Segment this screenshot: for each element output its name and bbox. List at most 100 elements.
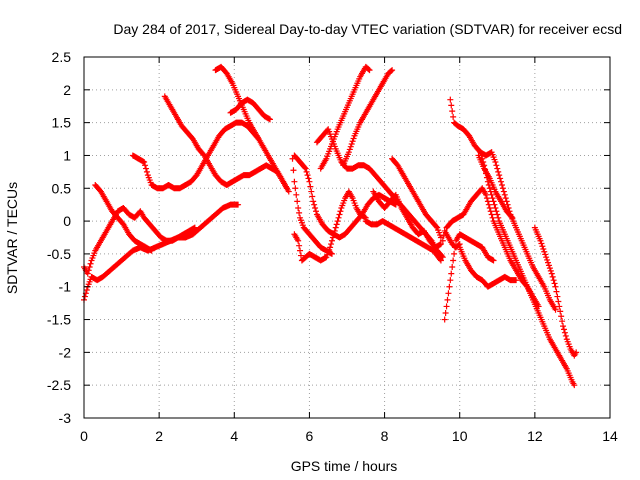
x-tick-label: 8 <box>381 428 389 444</box>
y-tick-label: 1.5 <box>52 115 72 131</box>
data-point <box>456 241 463 248</box>
data-point <box>346 146 353 153</box>
data-point <box>143 168 150 175</box>
data-point <box>508 213 515 220</box>
x-tick-label: 14 <box>602 428 618 444</box>
series-arc-8 <box>289 155 335 257</box>
series-arc-13 <box>340 67 396 169</box>
data-point <box>442 309 449 316</box>
series-arc-20 <box>477 149 578 389</box>
data-point <box>477 149 484 156</box>
data-point <box>495 168 502 175</box>
data-point <box>306 178 313 185</box>
y-tick-label: -2 <box>59 344 72 360</box>
data-point <box>443 303 450 310</box>
data-point <box>488 211 495 218</box>
data-point <box>494 211 501 218</box>
data-point <box>486 204 493 211</box>
data-point <box>191 224 198 231</box>
data-point <box>484 198 491 205</box>
data-point <box>494 165 501 172</box>
y-tick-label: 2 <box>63 82 71 98</box>
data-point <box>295 237 302 244</box>
data-point <box>350 135 357 142</box>
y-tick-label: -1 <box>59 279 72 295</box>
data-point <box>295 204 302 211</box>
data-point <box>304 172 311 179</box>
data-point <box>302 165 309 172</box>
series-arc-4 <box>129 119 262 192</box>
data-point <box>497 175 504 182</box>
data-point <box>483 195 490 202</box>
data-point <box>328 250 335 257</box>
data-point <box>444 296 451 303</box>
series-arc-15 <box>389 155 444 241</box>
data-point <box>560 326 567 333</box>
data-point <box>291 178 298 185</box>
data-point <box>85 267 92 274</box>
data-point <box>285 188 292 195</box>
data-point <box>537 237 544 244</box>
data-point <box>571 382 578 389</box>
data-point <box>81 293 88 300</box>
data-point <box>487 208 494 215</box>
y-tick-label: 0 <box>63 213 71 229</box>
y-tick-label: -0.5 <box>47 246 71 262</box>
data-point <box>142 165 149 172</box>
data-point <box>312 204 319 211</box>
series-arc-9 <box>291 188 369 264</box>
data-point <box>448 102 455 109</box>
data-point <box>547 267 554 274</box>
data-point <box>560 323 567 330</box>
data-point <box>294 198 301 205</box>
data-point <box>235 201 242 208</box>
data-point <box>502 195 509 202</box>
data-point <box>296 242 303 249</box>
series-arc-3 <box>92 181 155 254</box>
data-point <box>311 201 318 208</box>
data-point <box>489 195 496 202</box>
data-point <box>491 201 498 208</box>
data-point <box>308 188 315 195</box>
data-point <box>445 290 452 297</box>
data-point <box>493 162 500 169</box>
data-point <box>328 241 335 248</box>
data-point <box>297 247 304 254</box>
data-point <box>545 262 552 269</box>
data-point <box>538 240 545 247</box>
data-point <box>447 277 454 284</box>
data-point <box>313 208 320 215</box>
data-point <box>87 260 94 267</box>
data-point <box>500 188 507 195</box>
data-point <box>501 191 508 198</box>
data-point <box>310 198 317 205</box>
data-point <box>447 96 454 103</box>
series-arc-2 <box>81 204 198 277</box>
data-point <box>543 254 550 261</box>
y-tick-label: 1 <box>63 147 71 163</box>
data-point <box>334 218 341 225</box>
data-point <box>296 209 303 216</box>
y-tick-label: -1.5 <box>47 312 71 328</box>
x-tick-label: 6 <box>306 428 314 444</box>
data-point <box>305 175 312 182</box>
data-point <box>266 116 273 123</box>
data-point <box>309 193 316 200</box>
data-point <box>307 183 314 190</box>
data-point <box>545 259 552 266</box>
data-point <box>573 349 580 356</box>
data-point <box>337 208 344 215</box>
data-point <box>548 270 555 277</box>
x-tick-label: 0 <box>80 428 88 444</box>
data-point <box>561 329 568 336</box>
data-point <box>495 214 502 221</box>
data-point <box>290 167 297 174</box>
data-point <box>542 251 549 258</box>
data-point <box>483 191 490 198</box>
data-point <box>492 159 499 166</box>
data-point <box>554 293 561 300</box>
data-point <box>499 185 506 192</box>
data-point <box>388 67 395 74</box>
data-point <box>446 283 453 290</box>
data-point <box>490 257 497 264</box>
